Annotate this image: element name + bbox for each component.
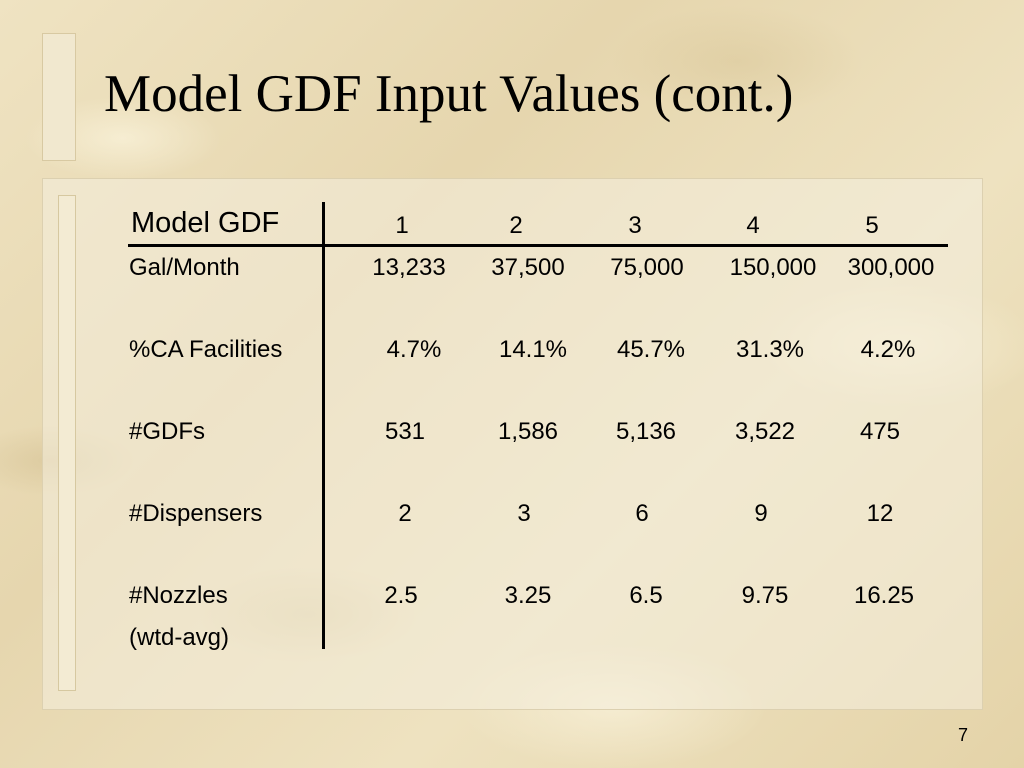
- table-cell: 3,522: [734, 418, 796, 445]
- table-cell: 6.5: [629, 582, 663, 609]
- table-cell: 9.75: [741, 582, 789, 609]
- table-cell: 531: [384, 418, 426, 445]
- table-cell: 5,136: [615, 418, 677, 445]
- table-vertical-divider: [322, 202, 325, 649]
- table-header-label: Model GDF: [131, 207, 280, 239]
- table-cell: 31.3%: [735, 336, 805, 363]
- row-label: #GDFs: [129, 418, 206, 445]
- table-cell: 37,500: [491, 254, 565, 281]
- table-cell: 16.25: [853, 582, 915, 609]
- table-cell: 2: [398, 500, 412, 527]
- row-label: #Nozzles: [129, 582, 228, 609]
- table-cell: 3.25: [504, 582, 552, 609]
- column-header: 2: [509, 212, 523, 239]
- column-header: 5: [865, 212, 879, 239]
- table-cell: 3: [517, 500, 531, 527]
- column-header: 1: [395, 212, 409, 239]
- column-header: 4: [746, 212, 760, 239]
- table-cell: 12: [866, 500, 894, 527]
- table-cell: 6: [635, 500, 649, 527]
- slide-title: Model GDF Input Values (cont.): [104, 65, 794, 123]
- row-label: %CA Facilities: [129, 336, 283, 363]
- table-cell: 150,000: [729, 254, 817, 281]
- table-cell: 4.7%: [386, 336, 442, 363]
- table-cell: 1,586: [497, 418, 559, 445]
- panel-accent-bar: [58, 195, 76, 691]
- table-cell: 475: [859, 418, 901, 445]
- row-label: #Dispensers: [129, 500, 263, 527]
- table-cell: 4.2%: [860, 336, 916, 363]
- page-number: 7: [958, 725, 969, 745]
- column-header: 3: [628, 212, 642, 239]
- table-cell: 45.7%: [616, 336, 686, 363]
- row-label-note: (wtd-avg): [129, 624, 230, 651]
- title-accent-bar: [42, 33, 76, 161]
- table-cell: 75,000: [610, 254, 684, 281]
- table-cell: 13,233: [372, 254, 446, 281]
- table-cell: 9: [754, 500, 768, 527]
- table-cell: 300,000: [847, 254, 935, 281]
- content-panel: [42, 178, 983, 710]
- table-header-divider: [128, 244, 948, 247]
- row-label: Gal/Month: [129, 254, 240, 281]
- table-cell: 14.1%: [498, 336, 568, 363]
- table-cell: 2.5: [384, 582, 418, 609]
